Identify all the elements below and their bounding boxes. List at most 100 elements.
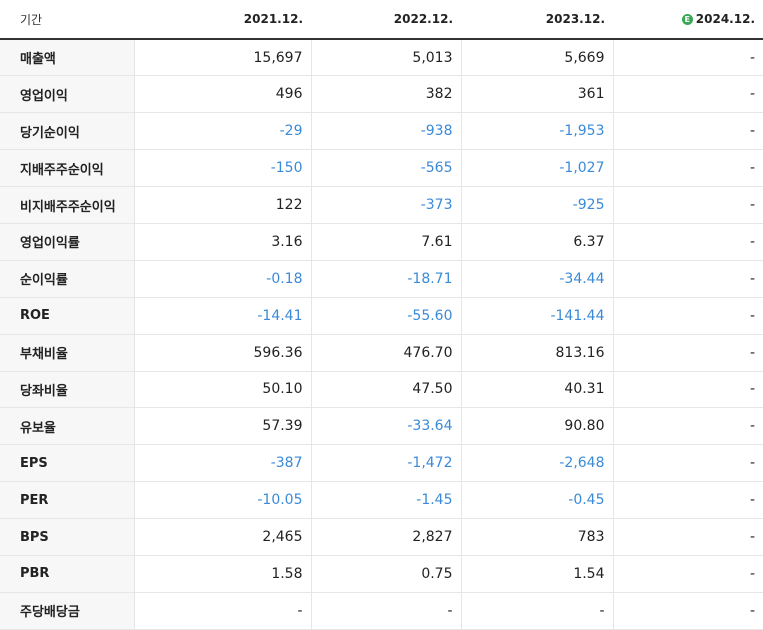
table-cell: -55.60 xyxy=(310,297,461,335)
table-cell: 496 xyxy=(133,75,311,114)
table-cell: -938 xyxy=(310,112,461,151)
table-cell: - xyxy=(612,39,763,77)
table-cell: -141.44 xyxy=(460,297,613,335)
table-cell: 361 xyxy=(460,75,613,114)
table-cell: -1.45 xyxy=(310,481,461,520)
table-row: EPS -387 -1,472 -2,648- xyxy=(0,444,763,483)
table-cell: 6.37 xyxy=(460,222,613,261)
table-cell: - xyxy=(310,591,461,630)
table-cell: - xyxy=(133,591,311,630)
period-header-label: 기간 xyxy=(0,0,134,40)
table-cell: - xyxy=(612,407,763,446)
row-label: 당기순이익 xyxy=(0,112,134,151)
table-cell: - xyxy=(612,591,763,630)
table-cell: 1.58 xyxy=(133,555,311,593)
table-row: PER -10.05 -1.45 -0.45- xyxy=(0,481,763,520)
table-cell: -1,953 xyxy=(460,112,613,151)
table-cell: - xyxy=(612,518,763,556)
table-header-row: 기간 2021.12. 2022.12. 2023.12. E 2024.12. xyxy=(0,0,763,40)
row-label: 순이익률 xyxy=(0,260,134,298)
table-cell: - xyxy=(612,333,763,372)
table-cell: 57.39 xyxy=(133,407,311,446)
table-cell: -34.44 xyxy=(460,260,613,298)
table-cell: 813.16 xyxy=(460,333,613,372)
table-cell: -565 xyxy=(310,149,461,188)
table-cell: - xyxy=(612,371,763,409)
table-cell: 90.80 xyxy=(460,407,613,446)
table-cell: 382 xyxy=(310,75,461,114)
table-cell: 5,013 xyxy=(310,39,461,77)
period-header-2021: 2021.12. xyxy=(134,0,311,40)
table-cell: 2,827 xyxy=(310,518,461,556)
table-cell: 7.61 xyxy=(310,222,461,261)
table-cell: 476.70 xyxy=(310,333,461,372)
table-row: 부채비율 596.36 476.70 813.16- xyxy=(0,333,763,372)
period-header-2024: E 2024.12. xyxy=(613,0,763,40)
table-cell: -373 xyxy=(310,186,461,224)
table-cell: -29 xyxy=(133,112,311,151)
table-row: 비지배주주순이익 122 -373 -925- xyxy=(0,186,763,224)
row-label: 유보율 xyxy=(0,407,134,446)
estimate-icon: E xyxy=(681,14,693,25)
table-cell: 596.36 xyxy=(133,333,311,372)
table-row: 영업이익률 3.16 7.61 6.37- xyxy=(0,222,763,261)
table-cell: 5,669 xyxy=(460,39,613,77)
period-header-2024-label: 2024.12. xyxy=(695,12,755,26)
table-cell: - xyxy=(612,186,763,224)
table-cell: 50.10 xyxy=(133,371,311,409)
table-row: 주당배당금 - - - - xyxy=(0,591,763,630)
table-cell: - xyxy=(612,297,763,335)
table-row: 유보율 57.39 -33.64 90.80- xyxy=(0,407,763,446)
table-cell: 0.75 xyxy=(310,555,461,593)
table-cell: -14.41 xyxy=(133,297,311,335)
table-row: 지배주주순이익 -150 -565 -1,027- xyxy=(0,149,763,188)
table-cell: -1,472 xyxy=(310,444,461,483)
table-cell: -925 xyxy=(460,186,613,224)
table-row: 매출액 15,697 5,013 5,669- xyxy=(0,39,763,77)
table-cell: - xyxy=(612,149,763,188)
row-label: ROE xyxy=(0,297,134,335)
row-label: 주당배당금 xyxy=(0,591,134,630)
row-label: 영업이익률 xyxy=(0,222,134,261)
table-cell: -387 xyxy=(133,444,311,483)
table-row: 당기순이익 -29 -938 -1,953- xyxy=(0,112,763,151)
table-cell: 783 xyxy=(460,518,613,556)
period-header-2023: 2023.12. xyxy=(461,0,613,40)
row-label: 당좌비율 xyxy=(0,371,134,409)
row-label: PER xyxy=(0,481,134,520)
table-cell: -2,648 xyxy=(460,444,613,483)
row-label: 매출액 xyxy=(0,39,134,77)
table-row: 영업이익 496 382 361- xyxy=(0,75,763,114)
table-cell: -33.64 xyxy=(310,407,461,446)
table-cell: -0.45 xyxy=(460,481,613,520)
period-header-2022: 2022.12. xyxy=(311,0,461,40)
table-cell: - xyxy=(612,555,763,593)
table-cell: -0.18 xyxy=(133,260,311,298)
table-cell: 1.54 xyxy=(460,555,613,593)
table-cell: - xyxy=(460,591,613,630)
row-label: 비지배주주순이익 xyxy=(0,186,134,224)
table-row: 당좌비율 50.10 47.50 40.31- xyxy=(0,371,763,409)
table-row: PBR 1.58 0.75 1.54- xyxy=(0,555,763,593)
table-cell: -1,027 xyxy=(460,149,613,188)
table-cell: - xyxy=(612,75,763,114)
row-label: BPS xyxy=(0,518,134,556)
table-cell: - xyxy=(612,112,763,151)
table-cell: 15,697 xyxy=(133,39,311,77)
table-cell: -18.71 xyxy=(310,260,461,298)
table-cell: 40.31 xyxy=(460,371,613,409)
table-cell: - xyxy=(612,222,763,261)
table-cell: - xyxy=(612,444,763,483)
table-cell: 122 xyxy=(133,186,311,224)
row-label: EPS xyxy=(0,444,134,483)
table-row: ROE -14.41 -55.60 -141.44- xyxy=(0,297,763,335)
table-cell: 47.50 xyxy=(310,371,461,409)
row-label: 부채비율 xyxy=(0,333,134,372)
table-row: BPS 2,465 2,827 783- xyxy=(0,518,763,556)
row-label: 영업이익 xyxy=(0,75,134,114)
table-row: 순이익률 -0.18 -18.71 -34.44- xyxy=(0,260,763,298)
table-cell: 2,465 xyxy=(133,518,311,556)
table-cell: -150 xyxy=(133,149,311,188)
row-label: 지배주주순이익 xyxy=(0,149,134,188)
